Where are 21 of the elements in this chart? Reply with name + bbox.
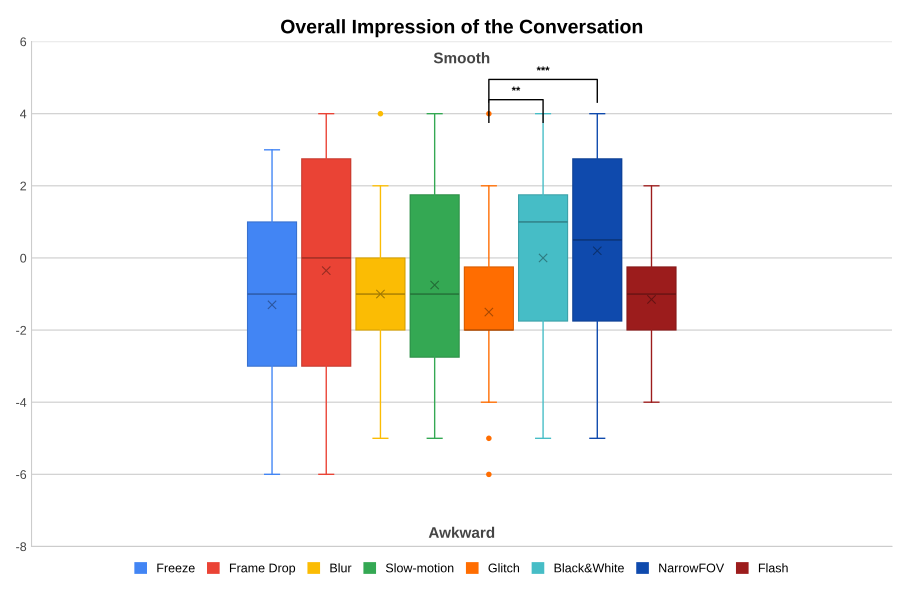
legend-label: Flash [758,563,788,572]
annotation: ** [512,86,520,91]
y-tick-label: -8 [16,542,26,552]
chart-title: Overall Impression of the Conversation [281,19,642,38]
annotation: *** [536,66,550,71]
legend-label: Frame Drop [230,564,296,575]
y-tick-label: 0 [20,254,26,263]
y-tick-label: 2 [20,182,26,190]
legend-label: Black&White [554,563,624,572]
legend-label: NarrowFOV [659,564,724,572]
y-tick-label: 6 [20,37,26,46]
annotation: Awkward [428,526,494,538]
y-tick-label: 4 [20,110,26,118]
y-tick-label: -6 [16,470,26,480]
legend-label: Blur [330,563,352,572]
legend-label: Slow-motion [386,563,454,572]
y-tick-label: -4 [16,398,26,407]
legend-label: Glitch [488,563,520,572]
y-tick-label: -2 [16,326,26,335]
annotation: Smooth [434,52,490,64]
legend-label: Freeze [157,564,195,572]
